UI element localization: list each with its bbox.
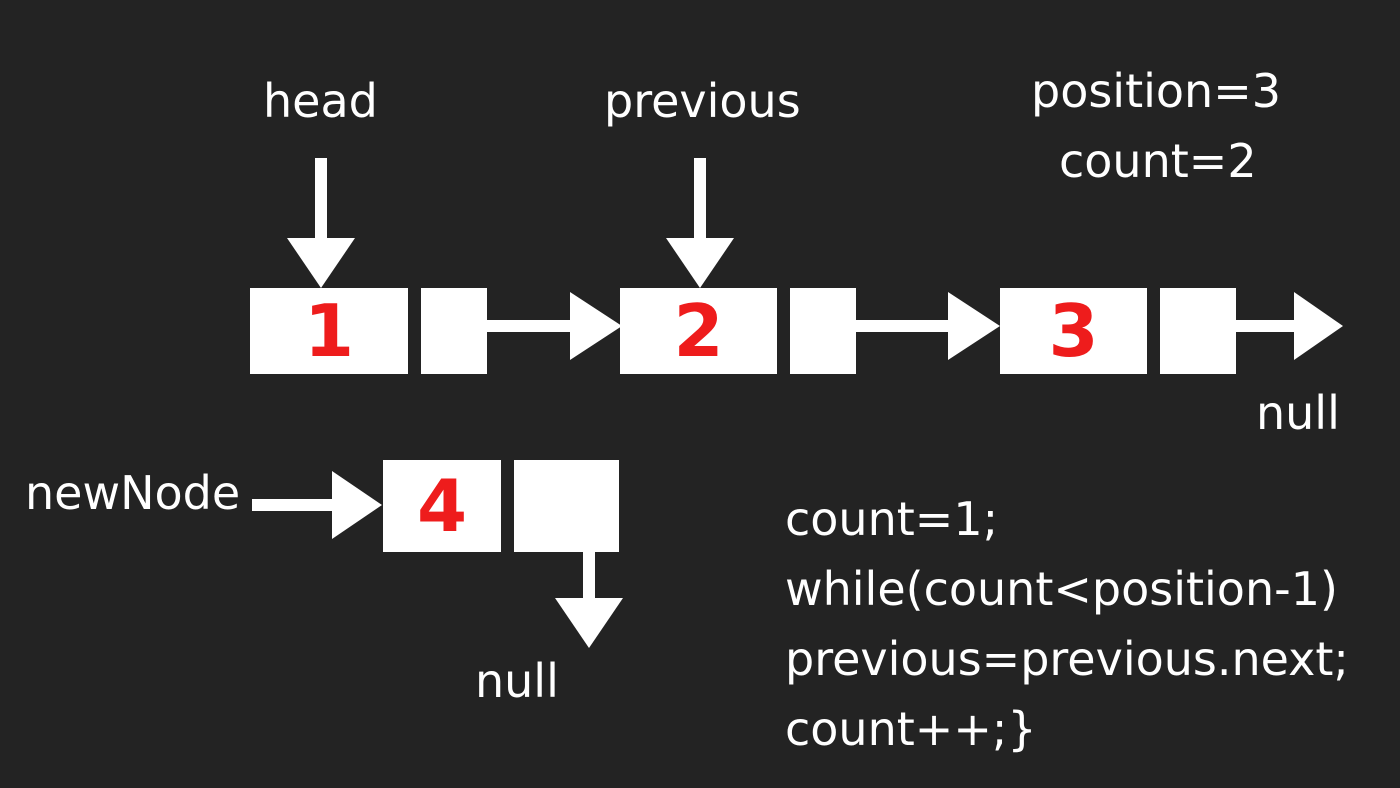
node-1-data-box: 1: [250, 288, 408, 374]
list-end-null-label: null: [1256, 386, 1340, 440]
head-label: head: [263, 74, 378, 128]
new-node-data-box: 4: [383, 460, 501, 552]
previous-pointer-arrow: [666, 158, 734, 288]
count-state-label: count=2: [1059, 134, 1257, 188]
node-2-data-box: 2: [620, 288, 777, 374]
head-pointer-arrow: [287, 158, 355, 288]
new-node-next-box: [514, 460, 619, 552]
next-arrow-3-to-null: [1236, 292, 1343, 360]
node-2-next-box: [790, 288, 856, 374]
new-node-label: newNode: [25, 466, 241, 520]
previous-label: previous: [604, 74, 801, 128]
node-3-next-box: [1160, 288, 1236, 374]
new-node-next-arrow: [555, 552, 623, 648]
code-line: count++;}: [785, 702, 1037, 756]
code-line: previous=previous.next;: [785, 632, 1349, 686]
node-1-next-box: [421, 288, 487, 374]
code-line: while(count<position-1): [785, 562, 1338, 616]
new-node-null-label: null: [475, 654, 559, 708]
code-snippet: count=1; while(count<position-1) previou…: [785, 484, 1349, 764]
code-line: count=1;: [785, 492, 999, 546]
node-3-data-box: 3: [1000, 288, 1147, 374]
position-state-label: position=3: [1031, 64, 1282, 118]
new-node-pointer-arrow: [252, 471, 382, 539]
next-arrow-2-to-3: [856, 292, 1000, 360]
next-arrow-1-to-2: [487, 292, 622, 360]
